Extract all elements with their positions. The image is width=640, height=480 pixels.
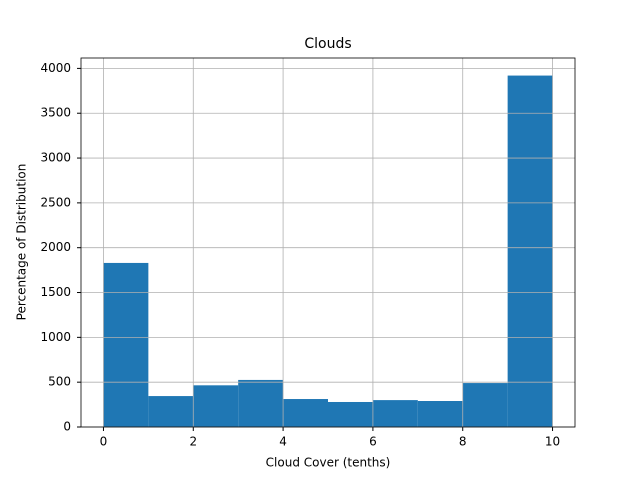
x-tick-label: 4 bbox=[279, 435, 287, 449]
y-tick-label: 1000 bbox=[40, 330, 71, 344]
bar bbox=[238, 379, 284, 427]
y-tick-label: 2000 bbox=[40, 240, 71, 254]
x-tick-label: 10 bbox=[545, 435, 560, 449]
bar bbox=[103, 262, 149, 427]
chart-title: Clouds bbox=[304, 36, 351, 52]
x-tick-label: 2 bbox=[189, 435, 197, 449]
x-axis-label: Cloud Cover (tenths) bbox=[266, 456, 391, 470]
y-tick-label: 3500 bbox=[40, 106, 71, 120]
y-tick-label: 2500 bbox=[40, 195, 71, 209]
bar bbox=[372, 400, 418, 427]
bar bbox=[462, 383, 508, 427]
y-tick-label: 1500 bbox=[40, 285, 71, 299]
bar bbox=[507, 75, 553, 428]
bar bbox=[283, 399, 328, 427]
y-tick-label: 3000 bbox=[40, 151, 71, 165]
y-tick-label: 4000 bbox=[40, 61, 71, 75]
x-tick-label: 0 bbox=[100, 435, 108, 449]
y-axis-label: Percentage of Distribution bbox=[15, 164, 29, 321]
bar bbox=[417, 401, 463, 427]
y-tick-label: 500 bbox=[48, 375, 71, 389]
x-tick-label: 8 bbox=[459, 435, 467, 449]
bar bbox=[148, 396, 194, 427]
y-tick-label: 0 bbox=[63, 420, 71, 434]
bar bbox=[328, 401, 373, 427]
x-tick-label: 6 bbox=[369, 435, 377, 449]
bar bbox=[193, 385, 239, 427]
plot-frame bbox=[80, 57, 576, 428]
